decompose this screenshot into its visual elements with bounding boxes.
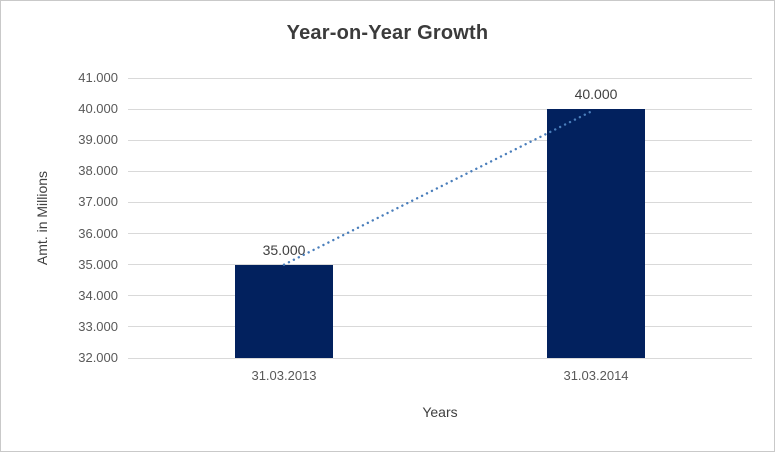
- y-tick-label: 39.000: [78, 132, 118, 148]
- y-tick-label: 41.000: [78, 70, 118, 85]
- y-tick-label: 38.000: [78, 163, 118, 179]
- gridline: [128, 108, 752, 110]
- gridline: [128, 139, 752, 141]
- x-axis-title: Years: [422, 404, 458, 420]
- x-tick-label: 31.03.2014: [563, 368, 629, 383]
- gridline: [128, 201, 752, 203]
- y-tick-label: 35.000: [78, 256, 118, 272]
- bar-data-label: 35.000: [262, 241, 306, 258]
- chart-title: Year-on-Year Growth: [286, 22, 489, 44]
- trendline: [282, 109, 594, 266]
- trendline-segment: [282, 109, 594, 266]
- gridline: [128, 77, 752, 79]
- x-tick-label: 31.03.2013: [251, 368, 317, 383]
- gridline: [128, 357, 752, 359]
- y-tick-label: 36.000: [78, 225, 118, 241]
- y-axis-title: Amt. in Millions: [34, 170, 50, 266]
- bar: [235, 264, 333, 358]
- gridline: [128, 233, 752, 235]
- bar: [547, 109, 645, 358]
- gridline: [128, 326, 752, 328]
- bar-data-label: 40.000: [574, 86, 618, 103]
- gridline: [128, 264, 752, 266]
- y-tick-label: 34.000: [78, 287, 118, 303]
- gridline: [128, 170, 752, 172]
- y-tick-label: 40.000: [78, 101, 118, 117]
- y-tick-label: 33.000: [78, 318, 118, 334]
- y-tick-label: 32.000: [78, 350, 118, 365]
- y-tick-label: 37.000: [78, 194, 118, 210]
- gridline: [128, 295, 752, 297]
